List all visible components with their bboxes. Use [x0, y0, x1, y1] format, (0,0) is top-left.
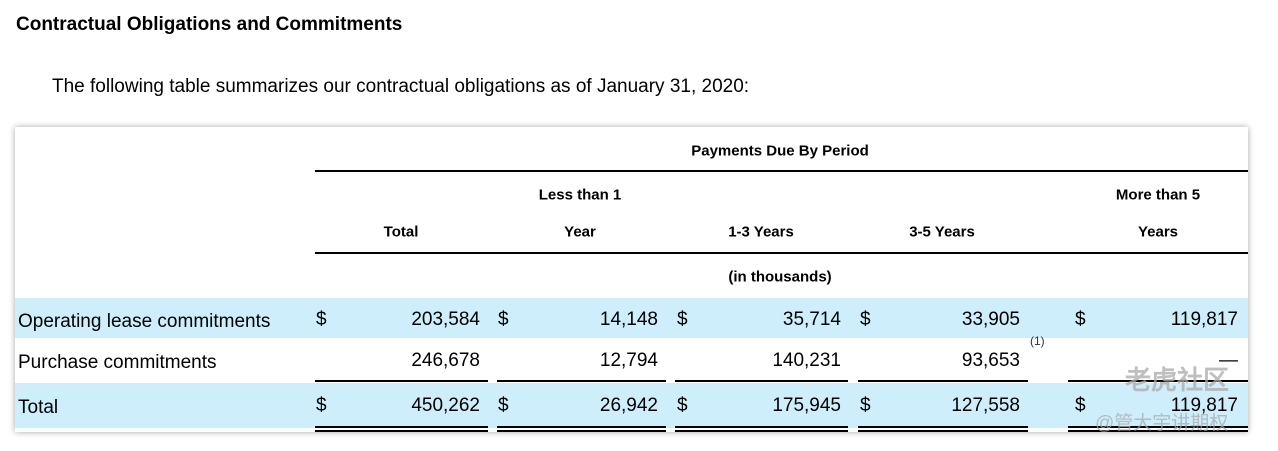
column-header: Years — [1137, 223, 1179, 241]
section-title: Contractual Obligations and Commitments — [16, 14, 403, 35]
sum-rule — [1068, 380, 1248, 382]
column-header: 1-3 Years — [728, 223, 794, 241]
column-header: Less than 1 — [538, 186, 622, 204]
cell-value: 93,653 — [961, 350, 1020, 371]
total-rule — [1068, 426, 1248, 428]
row-band — [15, 383, 1248, 428]
cell-value: 33,905 — [961, 309, 1020, 330]
header-rule — [315, 170, 1248, 172]
watermark-author: @管大宇讲期权 — [1095, 413, 1229, 434]
currency-symbol: $ — [860, 309, 871, 330]
row-label: Total — [18, 397, 59, 418]
currency-symbol: $ — [860, 395, 871, 416]
total-rule — [1068, 430, 1248, 432]
currency-symbol: $ — [316, 395, 327, 416]
column-header: Total — [383, 223, 419, 241]
row-label: Operating lease commitments — [18, 311, 271, 332]
intro-text: The following table summarizes our contr… — [52, 76, 750, 97]
sum-rule — [858, 380, 1028, 382]
cell-value: 119,817 — [1170, 395, 1238, 416]
group-header: Payments Due By Period — [691, 142, 869, 160]
row-band — [15, 298, 1248, 338]
sum-rule — [315, 380, 488, 382]
cell-value: 203,584 — [411, 309, 480, 330]
currency-symbol: $ — [316, 309, 327, 330]
cell-value: 14,148 — [599, 309, 658, 330]
footnote-ref: (1) — [1030, 334, 1045, 348]
row-label: Purchase commitments — [18, 352, 217, 373]
total-rule — [315, 426, 488, 428]
watermark-brand: 老虎社区 — [1125, 365, 1230, 395]
cell-value: 450,262 — [411, 395, 480, 416]
currency-symbol: $ — [498, 395, 509, 416]
total-rule — [675, 426, 848, 428]
total-rule — [675, 430, 848, 432]
total-rule — [858, 430, 1028, 432]
sum-rule — [675, 380, 848, 382]
currency-symbol: $ — [1075, 309, 1086, 330]
header-rule — [315, 252, 1248, 254]
cell-value: 140,231 — [772, 350, 841, 371]
cell-value: 127,558 — [951, 395, 1020, 416]
total-rule — [497, 426, 666, 428]
cell-value: 175,945 — [772, 395, 841, 416]
total-rule — [497, 430, 666, 432]
currency-symbol: $ — [498, 309, 509, 330]
column-header: More than 5 — [1115, 186, 1201, 204]
cell-value: 26,942 — [599, 395, 658, 416]
cell-value: 246,678 — [411, 350, 480, 371]
total-rule — [315, 430, 488, 432]
column-header: Year — [564, 223, 596, 241]
cell-value: — — [1219, 350, 1238, 371]
sum-rule — [497, 380, 666, 382]
total-rule — [858, 426, 1028, 428]
cell-value: 119,817 — [1170, 309, 1238, 330]
units-label: (in thousands) — [728, 268, 832, 286]
cell-value: 12,794 — [599, 350, 658, 371]
cell-value: 35,714 — [782, 309, 841, 330]
currency-symbol: $ — [677, 309, 688, 330]
currency-symbol: $ — [677, 395, 688, 416]
currency-symbol: $ — [1075, 395, 1086, 416]
column-header: 3-5 Years — [909, 223, 975, 241]
